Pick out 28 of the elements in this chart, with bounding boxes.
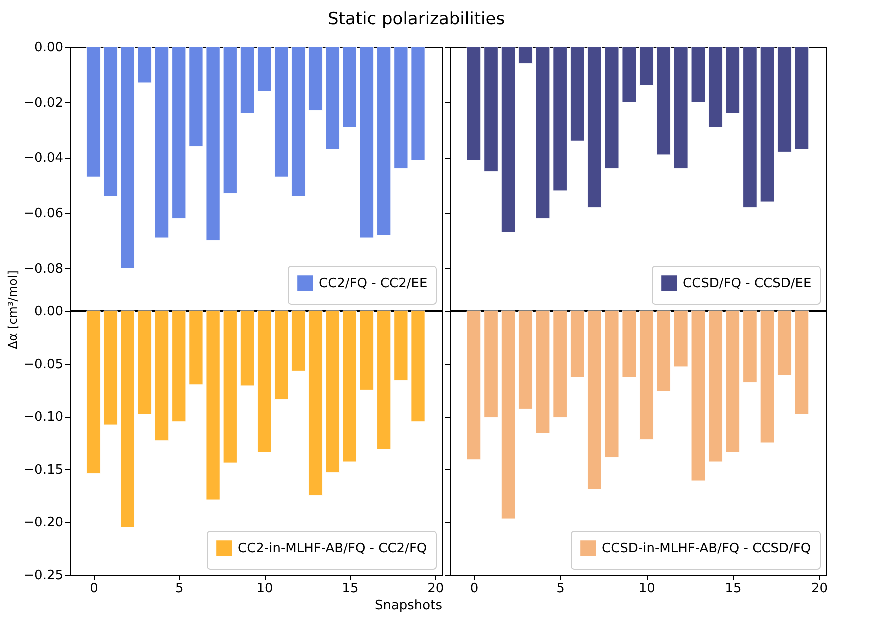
x-tick-label: 5: [176, 582, 184, 596]
x-axis-title: Snapshots: [374, 598, 443, 614]
y-tick-label: −0.25: [24, 568, 64, 584]
y-tick-label: 0.00: [34, 304, 64, 320]
y-tick-label: −0.15: [24, 462, 64, 478]
y-tick-label: 0.00: [34, 40, 64, 56]
legend-label: CC2-in-MLHF-AB/FQ - CC2/FQ: [238, 542, 428, 556]
legend-label: CCSD/FQ - CCSD/EE: [683, 276, 812, 292]
x-tick-label: 20: [428, 582, 444, 596]
y-axis-title: Δα [cm³/mol]: [6, 270, 20, 350]
x-tick-label: 15: [342, 582, 359, 596]
x-tick-label: 5: [556, 582, 565, 596]
legend-label: CCSD-in-MLHF-AB/FQ - CCSD/FQ: [602, 542, 812, 556]
x-tick-label: 0: [470, 582, 479, 596]
y-tick-label: −0.10: [24, 410, 64, 426]
x-tick-label: 15: [725, 582, 742, 596]
x-tick-label: 10: [256, 582, 274, 596]
y-tick-label: −0.05: [24, 357, 64, 372]
y-tick-label: −0.02: [24, 96, 64, 111]
x-tick-label: 0: [90, 582, 98, 596]
y-tick-label: −0.20: [24, 516, 64, 531]
y-tick-label: −0.06: [24, 206, 64, 222]
y-tick-label: −0.04: [24, 151, 64, 166]
x-tick-label: 10: [638, 582, 656, 596]
y-tick-label: −0.08: [24, 262, 64, 277]
legend-label: CC2/FQ - CC2/EE: [319, 276, 428, 292]
chart-title: Static polarizabilities: [328, 10, 506, 30]
x-tick-label: 20: [811, 582, 828, 596]
